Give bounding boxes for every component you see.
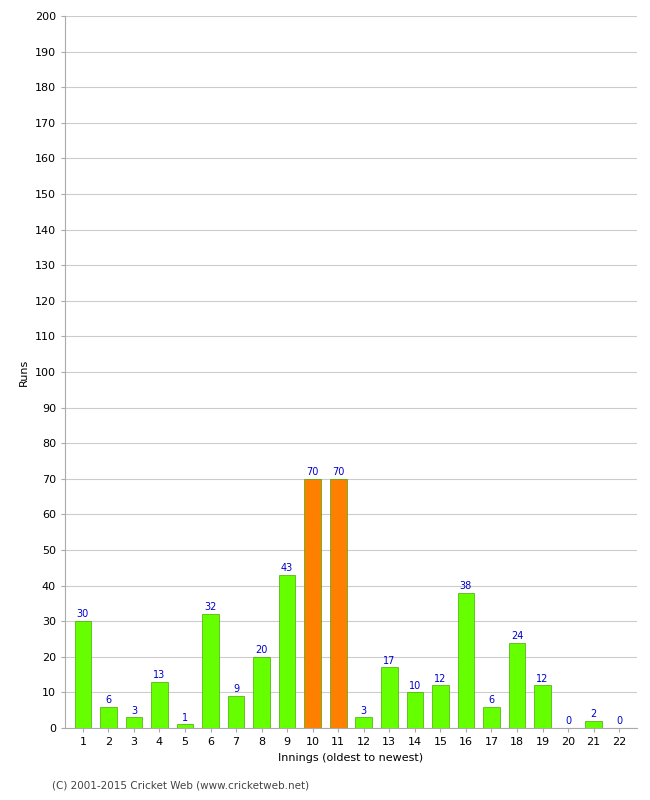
- Text: 13: 13: [153, 670, 166, 680]
- Text: 70: 70: [307, 467, 319, 477]
- Text: 12: 12: [434, 674, 447, 683]
- Text: 20: 20: [255, 645, 268, 655]
- Bar: [254, 657, 270, 728]
- Bar: [330, 478, 346, 728]
- Text: 3: 3: [131, 706, 137, 715]
- Text: 1: 1: [182, 713, 188, 722]
- Text: 3: 3: [361, 706, 367, 715]
- Bar: [75, 622, 91, 728]
- Bar: [304, 478, 321, 728]
- Bar: [381, 667, 398, 728]
- Text: 38: 38: [460, 581, 472, 591]
- Bar: [279, 575, 296, 728]
- Bar: [227, 696, 244, 728]
- Bar: [432, 686, 448, 728]
- Text: 32: 32: [204, 602, 216, 612]
- Text: 6: 6: [105, 695, 111, 705]
- Text: 12: 12: [536, 674, 549, 683]
- Bar: [202, 614, 219, 728]
- Bar: [509, 642, 525, 728]
- Text: 6: 6: [488, 695, 495, 705]
- Y-axis label: Runs: Runs: [20, 358, 29, 386]
- Bar: [356, 718, 372, 728]
- Text: 43: 43: [281, 563, 293, 573]
- Text: (C) 2001-2015 Cricket Web (www.cricketweb.net): (C) 2001-2015 Cricket Web (www.cricketwe…: [52, 781, 309, 790]
- Text: 0: 0: [616, 716, 622, 726]
- Text: 9: 9: [233, 684, 239, 694]
- Bar: [100, 706, 117, 728]
- Text: 30: 30: [77, 610, 89, 619]
- Bar: [585, 721, 602, 728]
- Text: 0: 0: [565, 716, 571, 726]
- Text: 24: 24: [511, 630, 523, 641]
- Bar: [177, 725, 193, 728]
- Text: 10: 10: [409, 681, 421, 690]
- Text: 2: 2: [590, 709, 597, 719]
- Text: 17: 17: [383, 656, 395, 666]
- Bar: [534, 686, 551, 728]
- Text: 70: 70: [332, 467, 345, 477]
- X-axis label: Innings (oldest to newest): Innings (oldest to newest): [278, 753, 424, 762]
- Bar: [125, 718, 142, 728]
- Bar: [458, 593, 474, 728]
- Bar: [406, 693, 423, 728]
- Bar: [151, 682, 168, 728]
- Bar: [483, 706, 500, 728]
